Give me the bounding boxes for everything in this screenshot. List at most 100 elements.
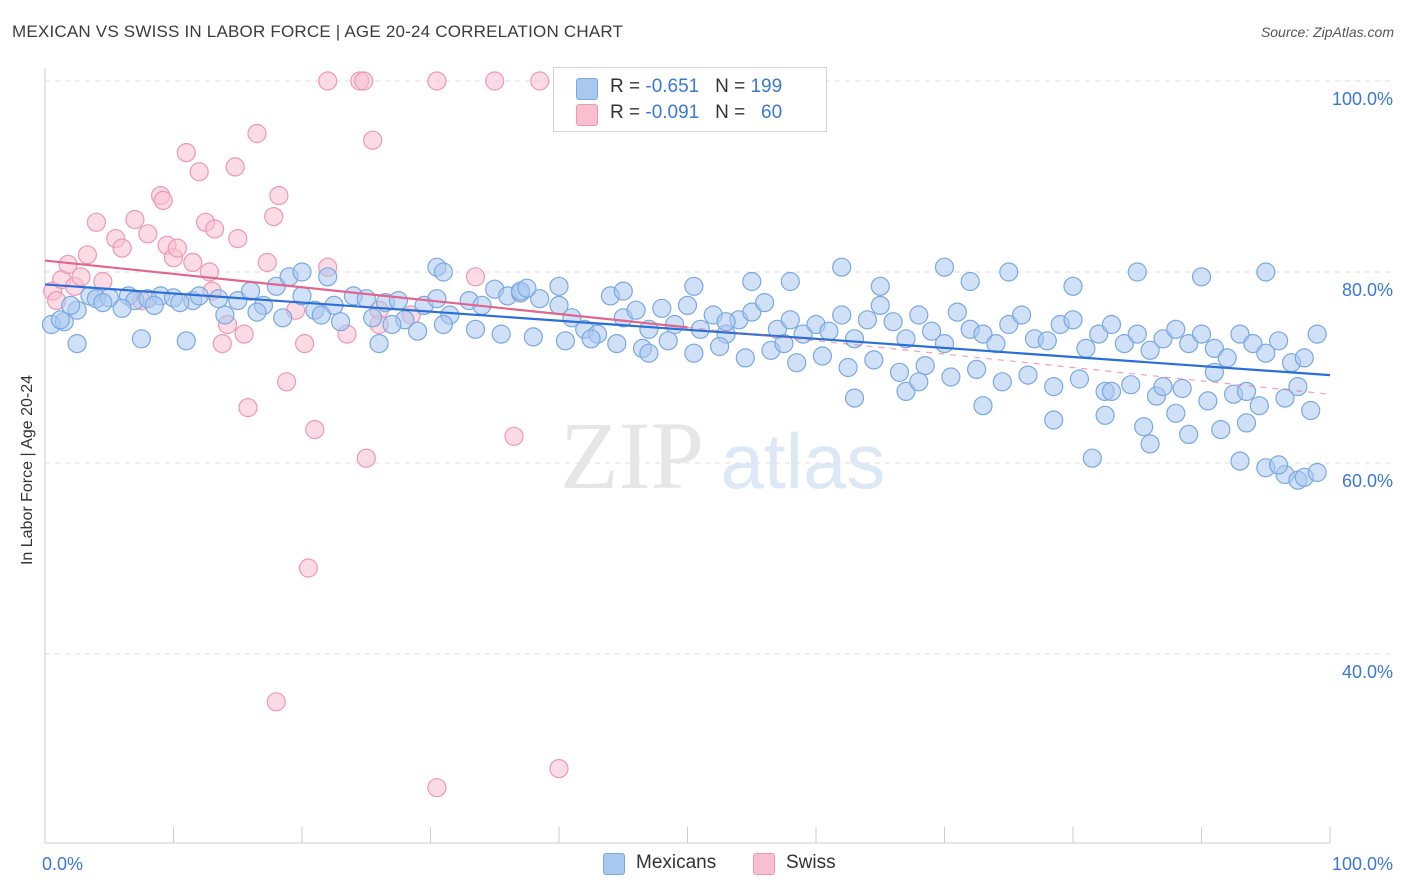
swiss-point	[257, 252, 277, 272]
mexicans-point	[857, 310, 878, 330]
swiss-point	[266, 692, 286, 712]
swiss-point	[77, 245, 98, 265]
mexicans-point	[639, 343, 659, 363]
swiss-point	[298, 558, 318, 578]
legend-n-label: N =	[715, 76, 751, 97]
mexicans-point	[607, 334, 627, 354]
mexicans-point	[292, 262, 312, 282]
legend-r-label: R =	[610, 102, 646, 123]
y-tick-label: 80.0%	[1342, 280, 1393, 300]
swiss-point	[93, 271, 113, 292]
mexicans-point	[1179, 334, 1199, 354]
mexicans-point	[1101, 381, 1122, 401]
mexicans-point	[1217, 348, 1237, 368]
mexicans-point	[735, 348, 755, 368]
mexicans-point	[999, 314, 1019, 335]
swiss-point	[71, 267, 91, 287]
mexicans-point	[1011, 305, 1032, 325]
mexicans-point	[369, 334, 389, 354]
swiss-point	[295, 334, 315, 354]
swiss-point	[228, 229, 248, 249]
legend-r-label: R =	[610, 76, 646, 97]
mexicans-swatch	[603, 853, 625, 875]
mexicans-point	[433, 262, 453, 282]
legend-r-value: -0.091	[645, 102, 700, 123]
mexicans-point	[1153, 329, 1173, 349]
mexicans-point	[684, 343, 704, 363]
mexicans-point	[812, 346, 833, 366]
chart-title: MEXICAN VS SWISS IN LABOR FORCE | AGE 20…	[12, 22, 624, 41]
mexicans-point	[228, 291, 248, 311]
swiss-trend-line	[44, 259, 688, 329]
mexicans-point	[864, 350, 884, 370]
mexicans-point	[844, 329, 865, 349]
mexicans-point	[1063, 276, 1083, 296]
mexicans-point	[774, 334, 794, 354]
source-label: Source: ZipAtlas.com	[1260, 24, 1394, 40]
mexicans-point	[215, 305, 235, 325]
y-tick-label: 60.0%	[1342, 471, 1393, 491]
legend-n-value: 60	[761, 102, 783, 123]
mexicans-point	[1191, 267, 1212, 287]
watermark-zip: ZIP	[560, 402, 704, 509]
mexicans-point	[93, 293, 113, 313]
mexicans-point	[889, 362, 910, 382]
mexicans-point	[1153, 377, 1173, 397]
swiss-point	[167, 238, 187, 258]
mexicans-point	[144, 295, 164, 315]
mexicans-point	[382, 314, 402, 335]
mexicans-point	[780, 310, 800, 330]
mexicans-point	[921, 321, 942, 341]
mexicans-point	[1236, 381, 1257, 401]
mexicans-point	[1140, 340, 1160, 360]
mexicans-point	[555, 331, 576, 351]
mexicans-point	[934, 334, 955, 354]
mexicans-point	[208, 289, 229, 309]
mexicans-point	[517, 278, 537, 298]
mexicans-point	[1114, 334, 1135, 354]
swiss-point	[138, 224, 158, 244]
mexicans-point	[626, 300, 646, 320]
mexicans-point	[896, 329, 916, 349]
mexicans-point	[1307, 462, 1327, 483]
legend-n-value: 199	[750, 76, 783, 97]
mexicans-point	[1294, 348, 1314, 368]
mexicans-point	[1249, 396, 1269, 416]
mexicans-point	[999, 262, 1019, 282]
swiss-point	[549, 758, 569, 779]
mexicans-point	[131, 329, 151, 349]
mexicans-point	[941, 367, 961, 387]
mexicans-point	[658, 331, 678, 351]
mexicans-point	[1037, 331, 1057, 351]
y-tick-label: 40.0%	[1342, 662, 1393, 682]
mexicans-point	[992, 372, 1012, 392]
swiss-point	[485, 71, 505, 91]
mexicans-point	[1044, 410, 1064, 430]
mexicans-point	[973, 396, 993, 416]
mexicans-point	[491, 324, 511, 344]
mexicans-point	[388, 291, 408, 311]
mexicans-point	[1095, 405, 1115, 425]
mexicans-point	[1082, 448, 1102, 468]
mexicans-point	[549, 276, 569, 296]
swiss-point	[212, 334, 232, 354]
swiss-point	[305, 420, 325, 440]
mexicans-point	[844, 388, 865, 408]
swiss-swatch	[576, 104, 598, 126]
mexicans-point	[966, 359, 987, 379]
swiss-point	[356, 448, 376, 468]
mexicans-point	[67, 334, 87, 354]
swiss-point	[530, 71, 550, 91]
mexicans-point	[1230, 324, 1250, 344]
mexicans-trend-line	[44, 283, 1331, 377]
mexicans-point	[273, 308, 293, 328]
mexicans-point	[780, 271, 800, 292]
mexicans-point	[832, 257, 852, 277]
mexicans-point	[1134, 417, 1154, 437]
swiss-points	[43, 71, 582, 798]
swiss-point	[504, 426, 524, 446]
y-tick-label: 100.0%	[1332, 89, 1393, 109]
mexicans-point	[581, 329, 601, 349]
mexicans-point	[709, 336, 730, 357]
mexicans-point	[896, 381, 916, 401]
